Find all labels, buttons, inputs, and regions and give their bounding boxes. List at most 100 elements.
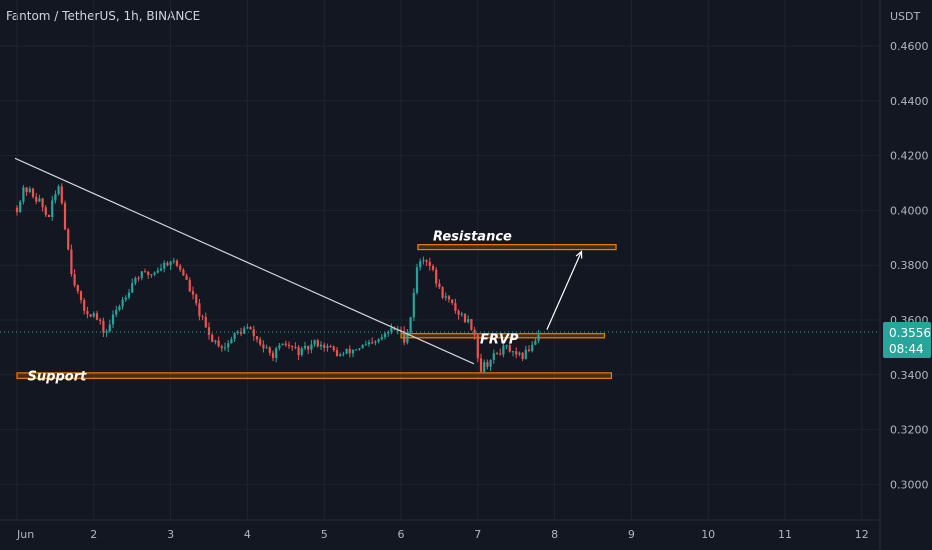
candle-body: [99, 319, 102, 321]
candle-body: [316, 340, 319, 347]
candle-body: [355, 349, 358, 351]
candle-body: [76, 285, 79, 292]
candle-body: [217, 340, 220, 347]
candle-body: [351, 349, 355, 354]
candle-body: [67, 229, 70, 250]
current-price-badge: [883, 322, 931, 358]
candle-body: [307, 345, 310, 350]
time-scale[interactable]: Jun 2 3 4 5 6 7 8 9 10 11 12: [16, 528, 869, 541]
y-tick-label: 0.3200: [890, 424, 929, 437]
candle-body: [15, 207, 19, 213]
grid-lines: [0, 0, 880, 520]
candle-body: [156, 270, 159, 273]
projection-arrow-shaft: [546, 251, 583, 330]
candle-body: [19, 201, 22, 213]
x-tick-label: 6: [398, 528, 405, 541]
candle-body: [214, 340, 217, 342]
candle-body: [313, 340, 316, 345]
candle-body: [428, 261, 431, 267]
candle-body: [115, 309, 118, 315]
candle-body: [268, 347, 271, 353]
candle-body: [335, 350, 339, 357]
candle-body: [182, 269, 185, 276]
candle-body: [195, 294, 198, 304]
trendline: [14, 157, 475, 365]
candle-body: [377, 339, 380, 342]
candle-body: [201, 316, 204, 318]
candle-body: [297, 347, 300, 356]
resistance-label: Resistance: [433, 230, 512, 245]
x-tick-label: 12: [855, 528, 869, 541]
candle-body: [262, 344, 265, 349]
currency-label: USDT: [890, 10, 921, 23]
candle-body: [188, 279, 191, 292]
candle-body: [249, 327, 252, 330]
overlays-group: Resistance FRVP Support: [0, 157, 880, 384]
candle-body: [175, 260, 179, 266]
x-tick-label: 5: [321, 528, 328, 541]
candle-body: [169, 261, 172, 266]
candle-body: [502, 345, 505, 355]
candle-body: [486, 362, 489, 367]
price-scale[interactable]: 0.46000.44000.42000.40000.38000.36000.34…: [890, 40, 929, 491]
candle-body: [521, 352, 524, 359]
candle-body: [524, 349, 527, 359]
candle-body: [252, 329, 255, 337]
candle-body: [425, 260, 428, 262]
candle-body: [387, 332, 390, 334]
candle-body: [515, 351, 518, 355]
candle-body: [508, 345, 511, 352]
candle-body: [441, 287, 444, 298]
candle-body: [422, 260, 425, 262]
x-tick-label: 3: [167, 528, 174, 541]
candle-body: [483, 362, 486, 372]
candle-body: [527, 349, 531, 352]
candle-body: [124, 297, 127, 300]
candle-body: [438, 283, 441, 288]
candle-body: [134, 277, 137, 284]
candle-body: [361, 345, 364, 349]
candle-body: [230, 339, 233, 344]
candle-body: [265, 347, 268, 349]
candle-body: [163, 262, 166, 269]
candle-body: [166, 262, 169, 266]
x-tick-label: 4: [244, 528, 251, 541]
candle-body: [371, 342, 374, 344]
candle-body: [191, 291, 195, 295]
candle-body: [463, 313, 467, 323]
candle-body: [444, 296, 447, 298]
candle-body: [118, 306, 121, 310]
candle-body: [329, 346, 332, 348]
candle-body: [399, 329, 403, 331]
y-tick-label: 0.3400: [890, 369, 929, 382]
candle-body: [243, 328, 246, 334]
candle-body: [390, 327, 393, 333]
candle-body: [457, 310, 460, 315]
x-tick-label: 11: [778, 528, 792, 541]
candle-body: [323, 344, 326, 348]
candle-body: [303, 345, 307, 349]
candle-body: [259, 339, 262, 345]
candle-body: [419, 261, 422, 268]
candle-body: [63, 203, 67, 230]
candle-body: [111, 314, 115, 325]
candle-body: [326, 346, 329, 348]
candle-body: [102, 320, 105, 333]
y-tick-label: 0.3000: [890, 478, 929, 491]
frvp-label: FRVP: [480, 332, 519, 347]
candle-body: [86, 310, 89, 315]
candle-body: [172, 260, 175, 262]
candle-body: [374, 341, 377, 343]
candle-body: [236, 331, 239, 334]
candle-body: [150, 274, 153, 276]
candle-body: [476, 335, 479, 359]
candle-body: [537, 334, 540, 341]
zone-resistance: [417, 244, 617, 251]
candle-body: [271, 352, 275, 358]
candle-body: [409, 317, 412, 333]
candle-body: [137, 277, 140, 279]
candle-body: [470, 319, 473, 330]
candle-body: [153, 272, 156, 275]
